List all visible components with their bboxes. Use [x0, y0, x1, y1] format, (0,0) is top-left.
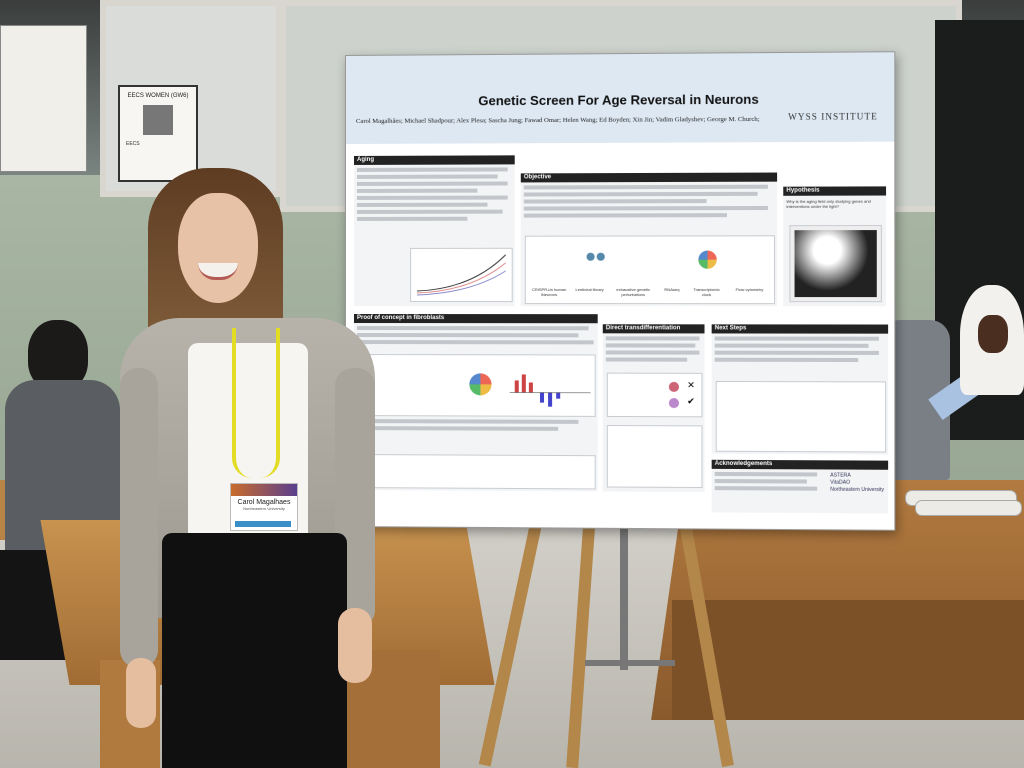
poster-stand-base — [585, 660, 675, 666]
fibroblast-screen-figure — [358, 354, 596, 417]
next-steps-figure — [716, 381, 886, 453]
badge-tag — [235, 521, 291, 527]
section-hypothesis-header: Hypothesis — [783, 186, 886, 195]
presenter-smile — [198, 263, 238, 280]
pipeline-step-5: Transcriptomic clock — [688, 287, 725, 297]
section-direct-transdifferentiation: Direct transdifferentiation ✕ ✔ — [603, 324, 705, 492]
badge-name: Carol Magalhaes — [231, 499, 297, 506]
presenter-face — [178, 193, 258, 303]
presenter-left-arm — [120, 368, 158, 668]
section-aging-header: Aging — [354, 155, 515, 165]
section-objective: Objective CRISPR-i/a human iNeurons Lent… — [521, 173, 777, 307]
lentiviral-icon — [587, 253, 595, 261]
fibroblast-scatter-figures — [358, 454, 596, 489]
section-proof-of-concept: Proof of concept in fibroblasts — [354, 314, 598, 491]
sponsor-logo-3: Northeastern University — [830, 487, 884, 494]
clock-pie-icon — [698, 251, 716, 269]
name-badge: Carol Magalhaes Northeastern University — [230, 483, 298, 531]
badge-affiliation: Northeastern University — [231, 506, 297, 511]
person-hijab-face — [978, 315, 1008, 353]
lentiviral-icon-2 — [597, 253, 605, 261]
transdiff-dot-2 — [669, 398, 679, 408]
hypothesis-text: Why is the aging field only studying gen… — [786, 199, 883, 209]
section-next-steps: Next Steps — [712, 324, 888, 454]
presenter: Carol Magalhaes Northeastern University — [120, 168, 385, 768]
fibroblast-clock-icon — [469, 373, 491, 395]
section-next-header: Next Steps — [712, 324, 888, 333]
research-poster: Genetic Screen For Age Reversal in Neuro… — [345, 51, 895, 531]
section-objective-header: Objective — [521, 173, 777, 183]
fibroblast-bar-chart — [510, 360, 591, 411]
bulletin-poster — [0, 25, 87, 172]
flyer-footer: EECS — [126, 141, 196, 147]
transdiff-figure: ✕ ✔ — [607, 373, 703, 418]
streetlight-cartoon — [789, 225, 882, 302]
pipeline-step-3: exhaustive genetic perturbations — [613, 287, 654, 297]
transdiff-dot-1 — [669, 382, 679, 392]
pipeline-step-6: Flow cytometry — [729, 287, 770, 292]
section-proof-header: Proof of concept in fibroblasts — [354, 314, 598, 323]
sponsor-logos: ASTERA VitaDAO Northeastern University — [830, 473, 884, 495]
table-right-front — [672, 600, 1024, 720]
pipeline-figure: CRISPR-i/a human iNeurons Lentiviral lib… — [525, 235, 775, 304]
neuron-figure — [607, 425, 703, 488]
section-hypothesis: Hypothesis Why is the aging field only s… — [783, 186, 886, 306]
wyss-institute-logo: WYSS INSTITUTE — [788, 111, 878, 122]
poster-title: Genetic Screen For Age Reversal in Neuro… — [346, 91, 894, 109]
person-hijab — [930, 285, 1024, 485]
section-ack-header: Acknowledgements — [712, 460, 888, 470]
section-acknowledgements: Acknowledgements ASTERA VitaDAO Northeas… — [712, 460, 888, 514]
roll-2 — [915, 500, 1022, 516]
cartoon-drawing — [795, 230, 877, 297]
pipeline-step-1: CRISPR-i/a human iNeurons — [528, 287, 570, 297]
cross-icon: ✕ — [687, 380, 695, 391]
presenter-pants — [162, 533, 347, 768]
presenter-left-hand — [126, 658, 156, 728]
poster-rolls — [905, 488, 1024, 516]
aging-clock-chart — [410, 248, 513, 302]
poster-stand — [620, 520, 628, 670]
lanyard — [232, 328, 280, 478]
pipeline-step-2: Lentiviral library — [574, 287, 604, 292]
badge-banner — [231, 484, 297, 496]
pipeline-step-4: RNAseq — [660, 287, 684, 292]
section-direct-header: Direct transdifferentiation — [603, 324, 705, 333]
flyer-photo — [143, 105, 173, 135]
presenter-right-hand — [338, 608, 372, 683]
check-icon: ✔ — [687, 396, 695, 407]
aging-curve-graphic — [411, 249, 512, 301]
flyer-title: EECS WOMEN (GW6) — [120, 93, 196, 99]
